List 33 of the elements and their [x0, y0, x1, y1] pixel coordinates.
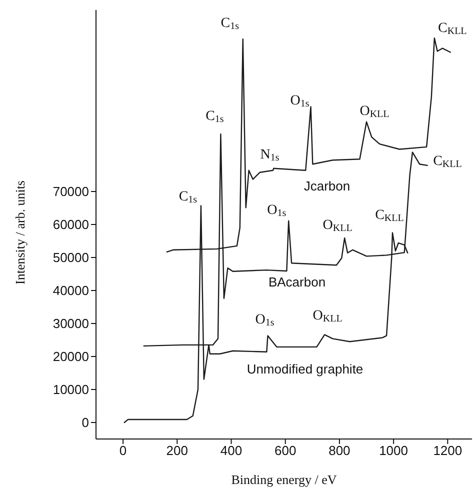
y-tick-label: 60000 [52, 217, 89, 232]
annotation: O$_{KLL}$ [322, 218, 352, 234]
y-tick-label: 30000 [52, 316, 89, 332]
y-axis-title: Intensity / arb. units [12, 180, 28, 284]
x-tick-label: 800 [328, 443, 350, 458]
x-axis-title: Binding energy / eV [231, 472, 338, 487]
x-tick-label: 600 [274, 443, 296, 458]
y-tick-label: 70000 [52, 184, 89, 200]
annotation: C$_{1s}$ [178, 190, 198, 206]
annotation: O$_{KLL}$ [312, 308, 342, 325]
x-tick-label: 400 [220, 443, 242, 458]
x-tick-label: 200 [166, 443, 188, 458]
series-label: BAcarbon [268, 274, 326, 290]
annotation: C$_{1s}$ [206, 109, 224, 125]
annotation: O$_{KLL}$ [360, 104, 390, 120]
x-tick-label: 1200 [433, 443, 462, 458]
annotation: C$_{KLL}$ [438, 21, 467, 37]
annotation: O$_{1s}$ [255, 312, 274, 329]
x-tick-label: 1000 [379, 443, 408, 458]
annotation: C$_{KLL}$ [433, 154, 462, 170]
annotation: O$_{1s}$ [290, 94, 310, 110]
y-tick-label: 40000 [52, 283, 89, 298]
series-label: Jcarbon [304, 178, 350, 194]
y-tick-label: 0 [82, 415, 89, 430]
series-label: Unmodified graphite [246, 361, 364, 376]
y-tick-label: 50000 [52, 250, 89, 266]
annotation: C$_{1s}$ [220, 16, 240, 32]
y-tick-label: 20000 [52, 349, 89, 364]
annotation: O$_{1s}$ [267, 203, 286, 219]
annotation: N$_{1s}$ [260, 148, 280, 164]
x-tick-label: 0 [119, 443, 127, 458]
annotation: C$_{KLL}$ [375, 208, 404, 224]
y-tick-label: 10000 [52, 382, 89, 398]
